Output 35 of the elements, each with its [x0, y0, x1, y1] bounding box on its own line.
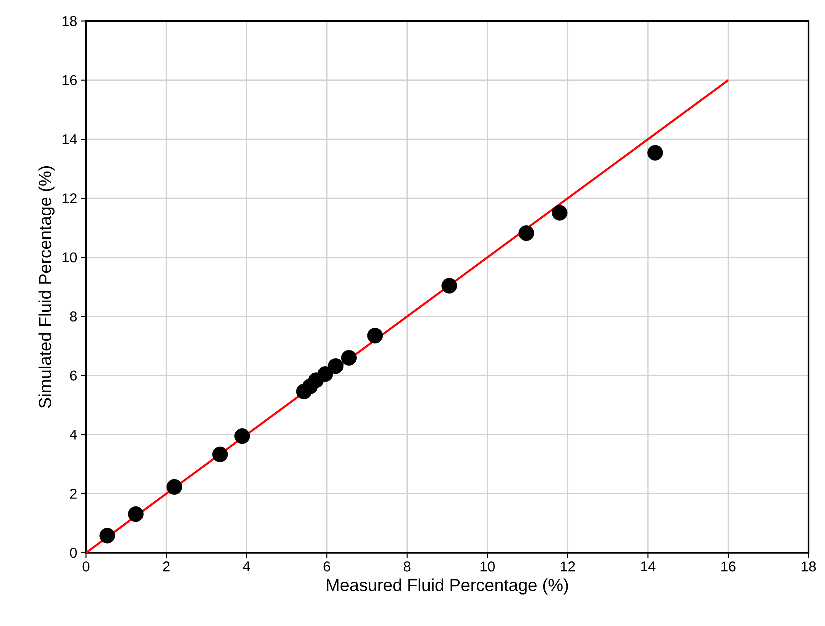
- y-tick-label: 18: [62, 16, 77, 26]
- y-tick-label: 10: [62, 252, 78, 263]
- point: [341, 350, 357, 366]
- x-tick-label: 10: [480, 562, 495, 572]
- point: [442, 278, 458, 294]
- y-tick-label: 2: [70, 488, 77, 499]
- x-tick-label: 16: [722, 562, 736, 572]
- y-tick-label: 6: [70, 370, 77, 381]
- y-tick-label: 12: [62, 194, 77, 204]
- x-tick-label: 0: [82, 562, 90, 572]
- point: [518, 226, 534, 242]
- x-axis-title: Measured Fluid Percentage (%): [327, 578, 568, 595]
- x-tick-label: 18: [802, 562, 816, 572]
- point: [128, 506, 144, 522]
- y-tick-label: 0: [70, 548, 78, 558]
- y-tick-label: 4: [70, 430, 78, 440]
- x-tick-label: 2: [163, 562, 170, 572]
- y-tick-label: 16: [62, 75, 77, 86]
- point: [367, 328, 384, 344]
- y-tick-label: 14: [62, 134, 78, 144]
- point: [318, 366, 334, 382]
- y-axis-title: Simulated Fluid Percentage (%): [38, 166, 55, 408]
- x-tick-label: 4: [243, 562, 250, 572]
- x-tick-label: 8: [404, 562, 411, 572]
- point: [552, 205, 568, 221]
- x-tick-label: 12: [561, 562, 576, 572]
- point: [648, 145, 664, 161]
- point: [328, 358, 344, 374]
- x-tick-label: 14: [641, 562, 656, 572]
- x-tick-label: 6: [324, 562, 330, 572]
- point: [166, 479, 182, 495]
- y-tick-label: 8: [70, 312, 77, 322]
- point: [100, 528, 116, 544]
- point: [234, 428, 250, 444]
- point: [212, 446, 228, 462]
